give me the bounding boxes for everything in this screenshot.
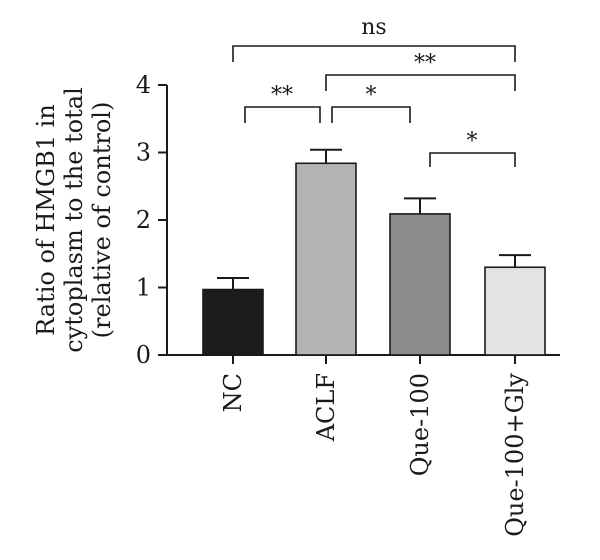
y-tick-label: 4 [136, 71, 151, 99]
x-tick-label: NC [219, 373, 247, 412]
significance-bracket [232, 45, 516, 62]
significance-label: ** [271, 83, 293, 108]
significance-label: * [467, 129, 478, 154]
y-tick-label: 0 [136, 341, 151, 369]
bar-nc [202, 288, 264, 356]
y-axis-label: Ratio of HMGB1 in cytoplasm to the total… [32, 87, 116, 353]
y-axis-label-line-2: cytoplasm to the total [60, 87, 88, 353]
bar-aclf [295, 162, 357, 356]
significance-bracket [244, 106, 321, 123]
x-tick-label: ACLF [312, 373, 340, 442]
significance-bracket [325, 74, 516, 91]
bar-que-100 [389, 213, 451, 356]
x-axis-labels: NC ACLF Que-100 Que-100+Gly [219, 373, 529, 537]
significance-brackets: ns**** ** [232, 15, 516, 167]
x-tick-label: Que-100 [406, 373, 434, 476]
significance-label: * [366, 83, 377, 108]
y-tick-label: 2 [136, 206, 151, 234]
bars [202, 162, 546, 356]
x-tick-label: Que-100+Gly [501, 373, 529, 537]
significance-bracket [429, 152, 516, 167]
bar-que-100-gly [484, 266, 546, 356]
y-tick-label: 3 [136, 139, 151, 167]
y-axis-label-line-3: (relative of control) [88, 102, 116, 339]
significance-label: ** [414, 51, 436, 76]
y-axis-label-line-1: Ratio of HMGB1 in [32, 104, 60, 336]
significance-label: ns [361, 15, 386, 40]
y-tick-label: 1 [136, 274, 151, 302]
error-bars [217, 148, 531, 290]
significance-bracket [331, 106, 411, 123]
